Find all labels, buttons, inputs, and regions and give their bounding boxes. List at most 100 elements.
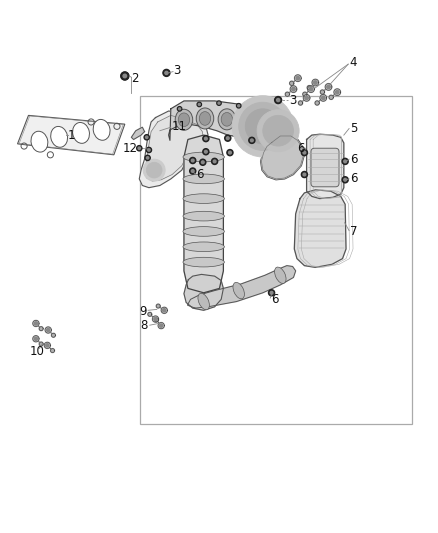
Circle shape bbox=[179, 108, 180, 110]
Ellipse shape bbox=[183, 174, 224, 184]
Circle shape bbox=[249, 138, 255, 143]
Text: 5: 5 bbox=[350, 122, 358, 135]
Polygon shape bbox=[45, 327, 51, 333]
Circle shape bbox=[146, 147, 152, 152]
Circle shape bbox=[336, 91, 339, 94]
Polygon shape bbox=[33, 336, 39, 342]
Polygon shape bbox=[294, 190, 346, 268]
Text: 4: 4 bbox=[350, 56, 357, 69]
Text: 12: 12 bbox=[123, 142, 138, 155]
Circle shape bbox=[46, 328, 50, 332]
Polygon shape bbox=[139, 111, 208, 188]
Circle shape bbox=[301, 150, 307, 156]
Ellipse shape bbox=[233, 282, 244, 299]
Circle shape bbox=[137, 146, 142, 151]
Polygon shape bbox=[158, 322, 164, 329]
Circle shape bbox=[245, 109, 280, 144]
Circle shape bbox=[203, 149, 209, 155]
Text: 11: 11 bbox=[172, 120, 187, 133]
Circle shape bbox=[123, 74, 127, 78]
Circle shape bbox=[213, 160, 216, 163]
Circle shape bbox=[190, 168, 196, 174]
Circle shape bbox=[229, 151, 231, 154]
Circle shape bbox=[218, 102, 220, 104]
Circle shape bbox=[121, 72, 129, 80]
Circle shape bbox=[121, 72, 129, 80]
Circle shape bbox=[257, 110, 299, 152]
Circle shape bbox=[198, 103, 200, 106]
Polygon shape bbox=[325, 84, 332, 90]
Polygon shape bbox=[131, 127, 145, 140]
Circle shape bbox=[276, 99, 280, 102]
Ellipse shape bbox=[183, 194, 224, 204]
Ellipse shape bbox=[93, 119, 110, 140]
Polygon shape bbox=[303, 94, 310, 101]
Text: 6: 6 bbox=[196, 168, 203, 181]
Text: 6: 6 bbox=[272, 293, 279, 306]
Circle shape bbox=[305, 96, 308, 100]
FancyBboxPatch shape bbox=[311, 148, 339, 187]
Circle shape bbox=[159, 324, 163, 327]
Circle shape bbox=[232, 96, 293, 157]
Circle shape bbox=[212, 158, 218, 165]
Ellipse shape bbox=[175, 109, 193, 130]
Ellipse shape bbox=[178, 113, 190, 127]
Circle shape bbox=[34, 337, 38, 341]
Circle shape bbox=[329, 95, 333, 100]
Circle shape bbox=[301, 172, 307, 177]
Polygon shape bbox=[18, 115, 125, 155]
Circle shape bbox=[314, 81, 317, 84]
Ellipse shape bbox=[51, 126, 67, 147]
Circle shape bbox=[239, 102, 287, 150]
Circle shape bbox=[190, 157, 196, 164]
Circle shape bbox=[344, 179, 346, 181]
Polygon shape bbox=[145, 115, 202, 181]
Circle shape bbox=[237, 103, 241, 108]
Circle shape bbox=[145, 155, 150, 160]
Circle shape bbox=[200, 159, 206, 165]
Text: 2: 2 bbox=[131, 71, 139, 85]
Circle shape bbox=[292, 87, 295, 91]
Circle shape bbox=[146, 157, 149, 159]
Circle shape bbox=[205, 150, 207, 153]
Text: 7: 7 bbox=[350, 225, 358, 238]
Text: 1: 1 bbox=[68, 128, 75, 142]
Ellipse shape bbox=[275, 267, 286, 284]
Polygon shape bbox=[184, 274, 223, 310]
Circle shape bbox=[144, 135, 149, 140]
Polygon shape bbox=[334, 89, 341, 95]
Circle shape bbox=[238, 105, 240, 107]
Circle shape bbox=[321, 96, 325, 100]
Circle shape bbox=[226, 137, 229, 140]
Circle shape bbox=[39, 327, 43, 330]
Circle shape bbox=[303, 92, 307, 96]
Polygon shape bbox=[320, 94, 327, 101]
Ellipse shape bbox=[199, 111, 211, 125]
Circle shape bbox=[227, 150, 233, 156]
Circle shape bbox=[298, 101, 303, 105]
Circle shape bbox=[138, 147, 141, 149]
Polygon shape bbox=[294, 75, 301, 82]
Text: 3: 3 bbox=[173, 64, 180, 77]
Polygon shape bbox=[184, 135, 223, 293]
Circle shape bbox=[143, 159, 165, 181]
Circle shape bbox=[342, 177, 348, 183]
Circle shape bbox=[268, 290, 275, 296]
Circle shape bbox=[34, 322, 38, 325]
Ellipse shape bbox=[183, 242, 224, 252]
Ellipse shape bbox=[183, 257, 224, 267]
Circle shape bbox=[146, 162, 162, 178]
Circle shape bbox=[203, 135, 209, 142]
Text: 10: 10 bbox=[30, 345, 45, 358]
Polygon shape bbox=[169, 101, 274, 140]
Ellipse shape bbox=[198, 293, 209, 310]
Text: 3: 3 bbox=[289, 94, 297, 107]
Circle shape bbox=[263, 115, 293, 146]
Polygon shape bbox=[307, 134, 344, 199]
Polygon shape bbox=[161, 307, 167, 313]
Circle shape bbox=[342, 158, 348, 165]
Ellipse shape bbox=[196, 108, 214, 129]
Circle shape bbox=[145, 136, 148, 139]
Circle shape bbox=[296, 76, 300, 80]
Circle shape bbox=[123, 74, 127, 78]
